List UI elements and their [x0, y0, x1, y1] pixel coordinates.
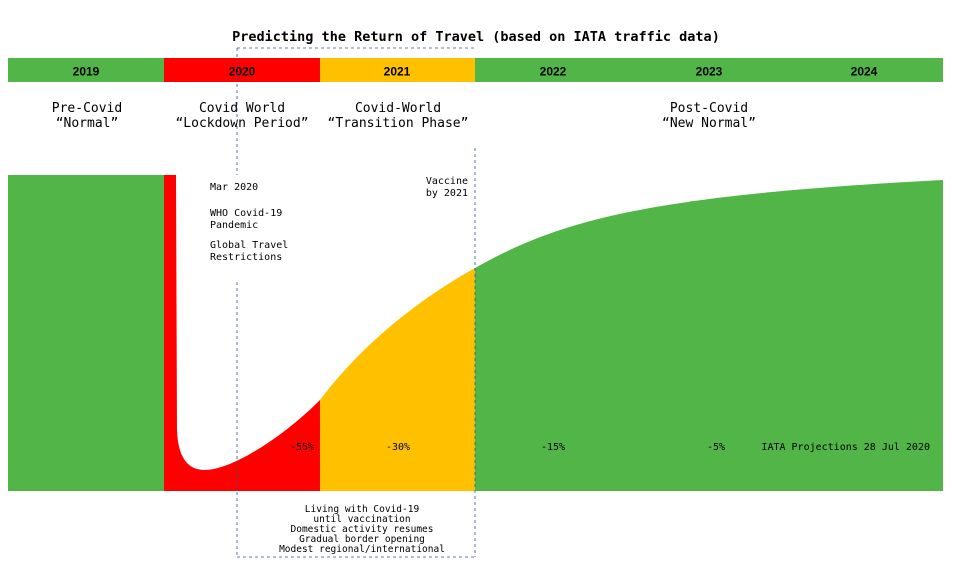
annotation-mar-2020: Mar 2020 — [210, 182, 258, 193]
living-line-4: Gradual border opening — [299, 534, 425, 545]
source-note: IATA Projections 28 Jul 2020 — [761, 442, 930, 453]
year-band: 2019 2020 2021 2022 2023 2024 — [8, 58, 943, 82]
annotation-vaccine-line1: Vaccine — [426, 176, 468, 187]
year-label-2023: 2023 — [696, 65, 723, 79]
year-label-2022: 2022 — [540, 65, 567, 79]
phase-postcovid-line1: Post-Covid — [670, 101, 748, 116]
phase-labels: Pre-Covid “Normal” Covid World “Lockdown… — [52, 101, 756, 131]
year-label-2019: 2019 — [73, 65, 100, 79]
page-title: Predicting the Return of Travel (based o… — [232, 29, 720, 45]
annotations: Mar 2020 WHO Covid-19 Pandemic Global Tr… — [210, 176, 468, 263]
living-line-5: Modest regional/international — [279, 544, 445, 555]
year-cell-2019 — [8, 58, 164, 82]
year-label-2020: 2020 — [229, 65, 256, 79]
post-covid-area — [475, 180, 943, 491]
year-label-2024: 2024 — [851, 65, 878, 79]
annotation-travel-line2: Restrictions — [210, 252, 282, 263]
phase-lockdown-line2: “Lockdown Period” — [175, 116, 308, 131]
annotation-travel-line1: Global Travel — [210, 240, 288, 251]
value-labels: -55% -30% -15% -5% IATA Projections 28 J… — [290, 442, 930, 453]
value-label-2021: -30% — [386, 442, 410, 453]
phase-lockdown-line1: Covid World — [199, 101, 285, 116]
living-line-1: Living with Covid-19 — [305, 504, 420, 515]
year-cell-2021 — [320, 58, 475, 82]
phase-transition-line2: “Transition Phase” — [328, 116, 469, 131]
phase-precovid-line1: Pre-Covid — [52, 101, 122, 116]
pre-covid-area — [8, 175, 164, 491]
year-label-2021: 2021 — [384, 65, 411, 79]
living-line-3: Domestic activity resumes — [291, 524, 434, 535]
annotation-vaccine-line2: by 2021 — [426, 188, 468, 199]
living-line-2: until vaccination — [313, 514, 410, 525]
transition-guide — [236, 47, 476, 558]
year-cell-2020 — [164, 58, 320, 82]
living-with-covid-note: Living with Covid-19 until vaccination D… — [279, 504, 445, 555]
year-cell-2022-2024 — [475, 58, 943, 82]
transition-area — [320, 268, 475, 491]
traffic-area — [8, 175, 943, 491]
value-label-2022: -15% — [541, 442, 565, 453]
value-label-2020: -55% — [290, 442, 314, 453]
lockdown-area — [164, 175, 320, 491]
value-label-2023: -5% — [707, 442, 725, 453]
annotation-who-line1: WHO Covid-19 — [210, 208, 282, 219]
annotation-who-line2: Pandemic — [210, 220, 258, 231]
phase-precovid-line2: “Normal” — [56, 116, 119, 131]
phase-postcovid-line2: “New Normal” — [662, 116, 756, 131]
phase-transition-line1: Covid-World — [355, 101, 441, 116]
